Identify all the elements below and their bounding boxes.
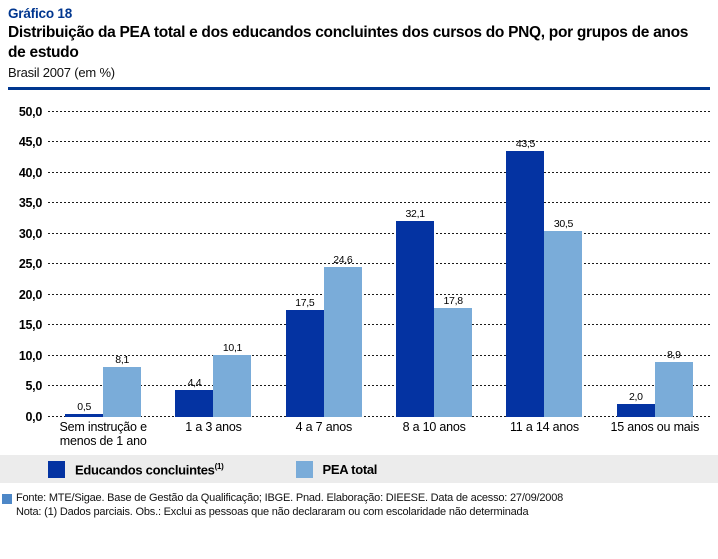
bar-value-label: 32,1 [405,207,426,220]
bar-with-label: 24,6 [323,112,362,417]
y-axis-tick-label: 40,0 [18,165,42,180]
bar-with-label: 17,8 [434,112,473,417]
plot-area: 0,5 8,1 4,4 10,1 17,5 24,6 32,1 17,8 43,5 30,5 2,0… [48,110,710,417]
bar-with-label: 30,5 [544,112,583,417]
bar-pea-total [544,230,583,417]
x-axis-category-label: 4 a 7 anos [295,419,353,434]
chart-footnotes: Fonte: MTE/Sigae. Base de Gestão da Qual… [0,492,718,519]
bar-pea-total [434,308,473,417]
bar-educandos-concluintes [506,151,545,417]
bar-with-label: 8,9 [654,112,693,417]
legend-superscript-note: (1) [214,461,224,471]
bar-pea-total [103,367,142,417]
bar-value-label: 0,5 [77,400,91,413]
gridline [48,263,710,265]
bar-with-label: 2,0 [616,112,655,417]
chart-legend: Educandos concluintes(1) PEA total [0,455,718,484]
gridline [48,110,710,112]
y-axis-tick-label: 10,0 [18,348,42,363]
bar-with-label: 32,1 [396,112,435,417]
bar-with-label: 43,5 [506,112,545,417]
gridline [48,141,710,143]
bar-group: 4,4 10,1 [158,112,268,417]
bar-with-label: 8,1 [103,112,142,417]
header-divider-rule [8,86,710,90]
bar-chart: 0,0 5,0 10,0 15,0 20,0 25,0 30,0 35,0 40,0 45,0 50… [8,105,710,424]
bar-educandos-concluintes [175,389,214,417]
y-axis-tick-label: 30,0 [18,226,42,241]
bar-value-label: 8,9 [666,349,681,362]
bar-educandos-concluintes [616,404,655,417]
x-axis-category-label: 1 a 3 anos [185,419,242,434]
footnote-bullet-icon [2,494,12,505]
bar-with-label: 10,1 [213,112,252,417]
bar-group: 17,5 24,6 [269,112,379,417]
gridline [48,354,710,356]
gridline [48,293,710,295]
bar-group: 43,5 30,5 [489,112,599,417]
bar-with-label: 4,4 [175,112,214,417]
legend-item-educandos: Educandos concluintes(1) [48,460,224,478]
bar-educandos-concluintes [65,413,104,417]
note-line: Nota: (1) Dados parciais. Obs.: Exclui a… [16,505,529,518]
graph-number-label: Gráfico 18 [8,6,73,21]
y-axis: 0,0 5,0 10,0 15,0 20,0 25,0 30,0 35,0 40,0 45,0 50… [8,105,48,424]
gridline [48,202,710,204]
bar-educandos-concluintes [396,220,435,417]
y-axis-tick-label: 20,0 [18,287,42,302]
bar-group: 0,5 8,1 [48,112,158,417]
gridline [48,385,710,387]
gridline [48,324,710,326]
legend-swatch-light-blue [295,460,313,478]
bar-value-label: 17,5 [295,296,315,309]
chart-subtitle: Brasil 2007 (em %) [8,64,115,80]
gridline [48,415,710,417]
bar-group: 32,1 17,8 [379,112,489,417]
gridline [48,171,710,173]
legend-item-pea-total: PEA total [295,460,378,478]
bar-value-label: 10,1 [222,342,243,355]
legend-swatch-dark-blue [48,460,65,478]
y-axis-tick-label: 45,0 [18,135,42,150]
chart-title: Distribuição da PEA total e dos educando… [8,24,689,61]
chart-header: Gráfico 18 Distribuição da PEA total e d… [0,6,718,80]
y-axis-tick-label: 25,0 [18,257,42,272]
bar-pea-total [654,362,693,417]
x-axis-category-label: 11 a 14 anos [509,419,579,434]
y-axis-tick-label: 50,0 [18,104,42,119]
bar-educandos-concluintes [285,309,324,417]
x-axis-category-labels: Sem instrução e menos de 1 ano 1 a 3 anos… [48,420,710,449]
x-axis-category-label: 8 a 10 anos [402,419,466,434]
y-axis-tick-label: 35,0 [18,196,42,211]
bar-with-label: 17,5 [285,112,324,417]
x-axis-category-label: 15 anos ou mais [610,419,700,434]
bar-value-label: 4,4 [187,376,202,389]
bar-with-label: 0,5 [65,112,104,417]
bar-value-label: 24,6 [333,253,353,266]
bar-value-label: 43,5 [515,138,536,151]
y-axis-tick-label: 5,0 [25,379,43,394]
bar-groups-row: 0,5 8,1 4,4 10,1 17,5 24,6 32,1 17,8 43,5 30,5 2,0… [48,112,710,417]
footnote-text: Fonte: MTE/Sigae. Base de Gestão da Qual… [16,492,563,519]
x-axis-category-label: Sem instrução e menos de 1 ano [59,419,148,449]
legend-label-educandos: Educandos concluintes(1) [75,461,224,478]
bar-value-label: 8,1 [115,354,129,367]
y-axis-tick-label: 0,0 [25,409,43,424]
bar-pea-total [323,266,362,417]
bar-pea-total [213,355,252,417]
bar-group: 2,0 8,9 [600,112,710,417]
bar-value-label: 17,8 [443,295,464,308]
source-line: Fonte: MTE/Sigae. Base de Gestão da Qual… [16,492,564,505]
legend-label-pea-total: PEA total [322,461,378,477]
y-axis-tick-label: 15,0 [18,318,42,333]
bar-value-label: 2,0 [628,391,643,404]
gridline [48,232,710,234]
bar-value-label: 30,5 [553,217,574,230]
